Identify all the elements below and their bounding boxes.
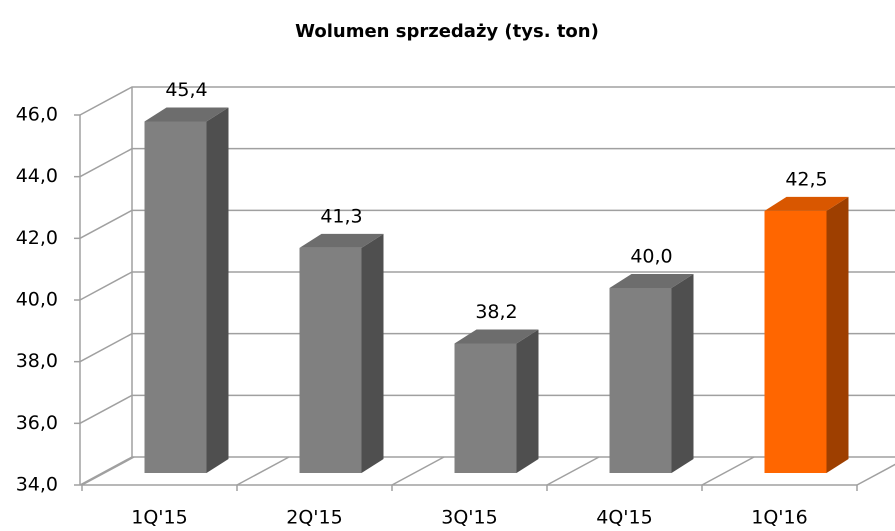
bar [609, 288, 672, 473]
data-label: 45,4 [165, 79, 207, 101]
data-label: 41,3 [320, 205, 362, 227]
y-tick-label: 36,0 [16, 412, 58, 434]
y-tick-label: 40,0 [16, 289, 58, 311]
floor-line [81, 456, 135, 486]
bar-side [516, 329, 539, 473]
y-tick-label: 34,0 [16, 474, 58, 496]
data-label: 40,0 [630, 246, 672, 268]
chart-title: Wolumen sprzedaży (tys. ton) [295, 21, 599, 42]
x-tick-label: 2Q'15 [286, 507, 342, 529]
y-tick-label: 44,0 [16, 165, 58, 187]
data-label: 42,5 [785, 168, 827, 190]
y-tick-label: 46,0 [16, 104, 58, 126]
bar-side [206, 107, 229, 473]
y-tick-label: 38,0 [16, 350, 58, 372]
bar-top [144, 107, 229, 122]
bar [299, 247, 362, 473]
bar-top [609, 274, 694, 288]
floor-line [391, 456, 445, 486]
floor-line [546, 456, 600, 486]
floor-line [701, 456, 755, 486]
bar [144, 121, 207, 473]
y-tick-label: 42,0 [16, 227, 58, 249]
x-tick-label: 1Q'15 [131, 507, 187, 529]
floor-line [856, 463, 895, 486]
x-tick-label: 1Q'16 [751, 507, 807, 529]
floor-line [236, 456, 290, 486]
x-tick-label: 4Q'15 [596, 507, 652, 529]
bar-top [454, 329, 539, 344]
bar-top [764, 196, 849, 211]
bar-top [299, 233, 384, 248]
bar [454, 343, 517, 473]
bar-side [361, 233, 384, 473]
x-tick-label: 3Q'15 [441, 507, 497, 529]
bar-side [826, 196, 849, 473]
bar [764, 210, 827, 473]
bar-side [671, 274, 694, 473]
data-label: 38,2 [475, 301, 517, 323]
